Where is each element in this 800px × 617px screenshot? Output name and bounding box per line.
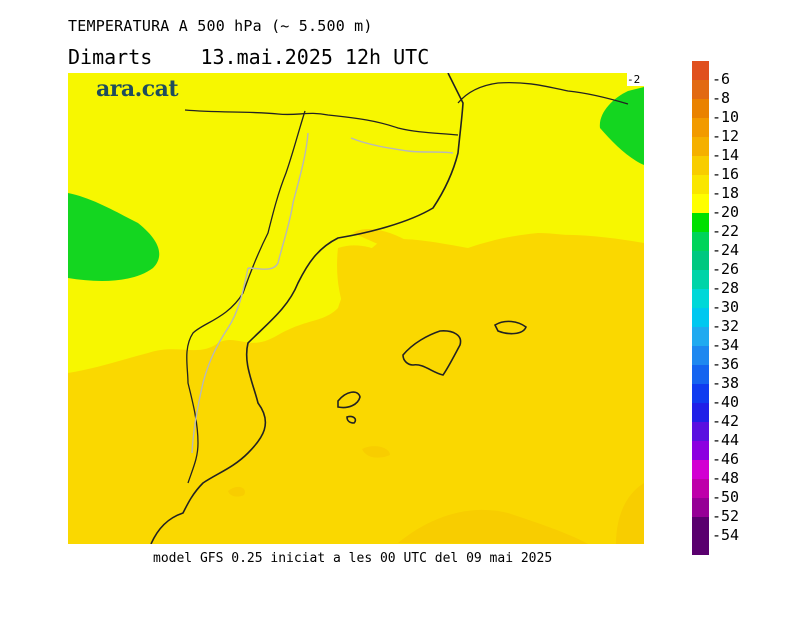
legend-swatch — [692, 403, 709, 423]
legend-swatch — [692, 498, 709, 518]
warm-patch-south — [148, 348, 250, 418]
legend-swatch — [692, 251, 709, 271]
warmer-patch-southeast-2 — [616, 483, 644, 544]
warmer-patch-3 — [228, 486, 245, 497]
legend-label: -14 — [712, 146, 740, 164]
legend-swatch — [692, 194, 709, 214]
legend-label: -28 — [712, 279, 740, 297]
legend-label: -46 — [712, 450, 740, 468]
legend-swatch — [692, 80, 709, 100]
legend-label: -6 — [712, 70, 731, 88]
legend-swatch — [692, 441, 709, 461]
island-menorca — [493, 320, 527, 335]
forecast-day: Dimarts — [68, 45, 153, 69]
forecast-datetime: 13.mai.2025 12h UTC — [200, 45, 430, 69]
island-formentera — [346, 415, 357, 424]
coastline-north — [184, 109, 459, 136]
cold-region-northeast — [599, 87, 644, 165]
legend-swatch — [692, 137, 709, 157]
legend-label: -26 — [712, 260, 740, 278]
warm-patch-east — [353, 228, 644, 293]
legend-label: -36 — [712, 355, 740, 373]
legend-label: -38 — [712, 374, 740, 392]
coastline-northeast — [457, 81, 629, 105]
legend-label: -8 — [712, 89, 731, 107]
forecast-time: Dimarts 13.mai.2025 12h UTC — [68, 45, 429, 69]
legend-label: -52 — [712, 507, 740, 525]
legend-label: -32 — [712, 317, 740, 335]
legend-label: -34 — [712, 336, 740, 354]
legend-swatch — [692, 422, 709, 442]
legend-swatch — [692, 365, 709, 385]
logo: ara.cat — [96, 76, 179, 102]
legend-swatch — [692, 308, 709, 328]
legend-swatch — [692, 289, 709, 309]
corner-contour-label: -2 — [627, 73, 644, 86]
warm-patch-north — [337, 245, 420, 348]
legend-swatch — [692, 460, 709, 480]
island-mallorca — [402, 330, 462, 376]
legend-swatch — [692, 536, 709, 556]
legend-label: -12 — [712, 127, 740, 145]
warmer-patch-southeast — [398, 509, 588, 544]
legend-swatch — [692, 175, 709, 195]
legend-label: -44 — [712, 431, 740, 449]
legend-swatch — [692, 232, 709, 252]
legend-swatch — [692, 99, 709, 119]
map-canvas — [68, 73, 644, 544]
temperature-map — [68, 73, 644, 544]
legend-label: -24 — [712, 241, 740, 259]
legend-swatch — [692, 479, 709, 499]
coastline-main — [150, 73, 464, 544]
warmer-patch-4 — [362, 446, 390, 458]
coastline-west — [186, 110, 306, 484]
legend-swatch — [692, 118, 709, 138]
legend-label: -30 — [712, 298, 740, 316]
legend-label: -10 — [712, 108, 740, 126]
model-info: model GFS 0.25 iniciat a les 00 UTC del … — [153, 551, 553, 566]
legend-swatch — [692, 384, 709, 404]
legend-swatch — [692, 213, 709, 233]
color-legend — [692, 61, 709, 556]
legend-swatch — [692, 61, 709, 81]
legend-label: -20 — [712, 203, 740, 221]
legend-label: -22 — [712, 222, 740, 240]
legend-label: -42 — [712, 412, 740, 430]
legend-label: -16 — [712, 165, 740, 183]
legend-label: -48 — [712, 469, 740, 487]
legend-label: -54 — [712, 526, 740, 544]
legend-swatch — [692, 270, 709, 290]
chart-title: TEMPERATURA A 500 hPa (~ 5.500 m) — [68, 17, 373, 35]
island-ibiza — [337, 391, 361, 409]
legend-swatch — [692, 156, 709, 176]
inland-border — [191, 132, 454, 454]
warm-field-region — [68, 233, 644, 544]
cold-region-west — [68, 193, 160, 281]
legend-swatch — [692, 346, 709, 366]
legend-label: -40 — [712, 393, 740, 411]
legend-swatch — [692, 517, 709, 537]
legend-label: -50 — [712, 488, 740, 506]
color-legend-swatches — [692, 61, 709, 556]
legend-label: -18 — [712, 184, 740, 202]
legend-swatch — [692, 327, 709, 347]
